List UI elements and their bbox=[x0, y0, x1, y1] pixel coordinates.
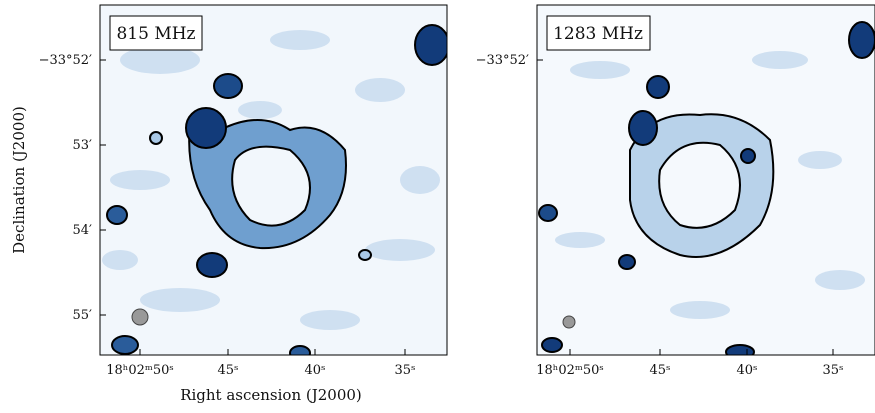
panel-frame bbox=[99, 4, 448, 356]
panel-frame bbox=[536, 4, 875, 356]
x-tick-label: 18ʰ02ᵐ50ˢ bbox=[106, 363, 174, 378]
label-box bbox=[546, 15, 651, 51]
frequency-label: 1283 MHz bbox=[553, 24, 643, 44]
x-axis-label: Right ascension (J2000) bbox=[180, 386, 362, 404]
x-tick-label: 45ˢ bbox=[650, 363, 671, 378]
frequency-label: 815 MHz bbox=[116, 24, 195, 44]
x-tick-label: 45ˢ bbox=[218, 363, 239, 378]
radio-map-1283 bbox=[537, 5, 875, 355]
y-tick-label: 55′ bbox=[73, 308, 93, 323]
y-tick-label: −33°52′ bbox=[39, 53, 92, 68]
x-tick-label: 18ʰ02ᵐ50ˢ bbox=[536, 363, 604, 378]
y-tick-label: 54′ bbox=[73, 223, 93, 238]
y-axis-label: Declination (J2000) bbox=[10, 106, 28, 254]
y-tick-label: 53′ bbox=[73, 138, 93, 153]
x-tick-label: 35ˢ bbox=[395, 363, 416, 378]
x-tick-label: 35ˢ bbox=[823, 363, 844, 378]
radio-map-815 bbox=[100, 5, 447, 355]
y-tick-label: −33°52′ bbox=[476, 53, 529, 68]
x-tick-label: 40ˢ bbox=[305, 363, 326, 378]
x-tick-label: 40ˢ bbox=[737, 363, 758, 378]
label-box bbox=[109, 15, 203, 51]
